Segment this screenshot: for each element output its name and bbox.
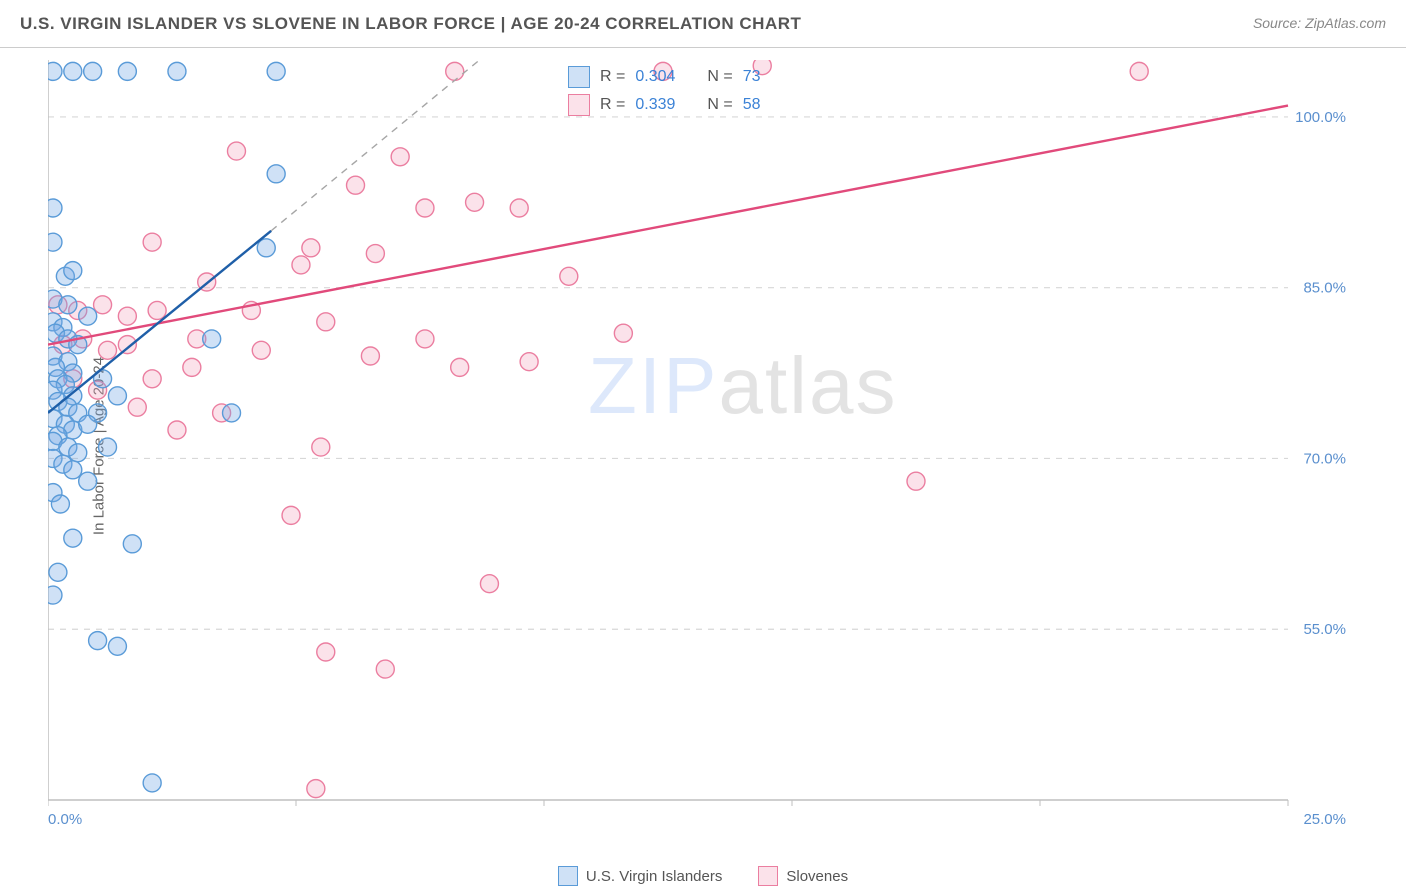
stats-n-value-b: 58 bbox=[743, 96, 761, 114]
stats-n-value-a: 73 bbox=[743, 68, 761, 86]
svg-text:25.0%: 25.0% bbox=[1303, 811, 1346, 828]
stats-swatch-b bbox=[568, 94, 590, 116]
source-attribution: Source: ZipAtlas.com bbox=[1253, 15, 1386, 33]
chart-plot-area: 55.0%70.0%85.0%100.0%0.0%25.0% ZIPatlas … bbox=[48, 60, 1358, 830]
svg-text:0.0%: 0.0% bbox=[48, 811, 82, 828]
svg-text:55.0%: 55.0% bbox=[1303, 621, 1346, 638]
bottom-legend: U.S. Virgin Islanders Slovenes bbox=[0, 866, 1406, 886]
legend-swatch-b bbox=[758, 866, 778, 886]
stats-n-label-a: N = bbox=[707, 68, 732, 86]
title-bar: U.S. VIRGIN ISLANDER VS SLOVENE IN LABOR… bbox=[0, 0, 1406, 48]
legend-item-b: Slovenes bbox=[758, 866, 848, 886]
stats-row-a: R = 0.304 N = 73 bbox=[568, 66, 761, 88]
stats-r-value-a: 0.304 bbox=[635, 68, 675, 86]
stats-swatch-a bbox=[568, 66, 590, 88]
svg-text:100.0%: 100.0% bbox=[1295, 109, 1346, 126]
stats-row-b: R = 0.339 N = 58 bbox=[568, 94, 761, 116]
svg-text:70.0%: 70.0% bbox=[1303, 450, 1346, 467]
chart-svg: 55.0% 70.0% 85.0% 100.0% 0.0% 25.0% bbox=[48, 60, 1358, 830]
legend-label-b: Slovenes bbox=[786, 868, 848, 885]
svg-text:85.0%: 85.0% bbox=[1303, 280, 1346, 297]
legend-item-a: U.S. Virgin Islanders bbox=[558, 866, 722, 886]
chart-title: U.S. VIRGIN ISLANDER VS SLOVENE IN LABOR… bbox=[20, 14, 801, 34]
stats-legend: R = 0.304 N = 73 R = 0.339 N = 58 bbox=[568, 66, 761, 116]
stats-r-value-b: 0.339 bbox=[635, 96, 675, 114]
legend-swatch-a bbox=[558, 866, 578, 886]
source-label: Source: bbox=[1253, 15, 1305, 31]
stats-r-label-b: R = bbox=[600, 96, 625, 114]
source-value: ZipAtlas.com bbox=[1305, 15, 1386, 31]
stats-n-label-b: N = bbox=[707, 96, 732, 114]
stats-r-label-a: R = bbox=[600, 68, 625, 86]
legend-label-a: U.S. Virgin Islanders bbox=[586, 868, 722, 885]
